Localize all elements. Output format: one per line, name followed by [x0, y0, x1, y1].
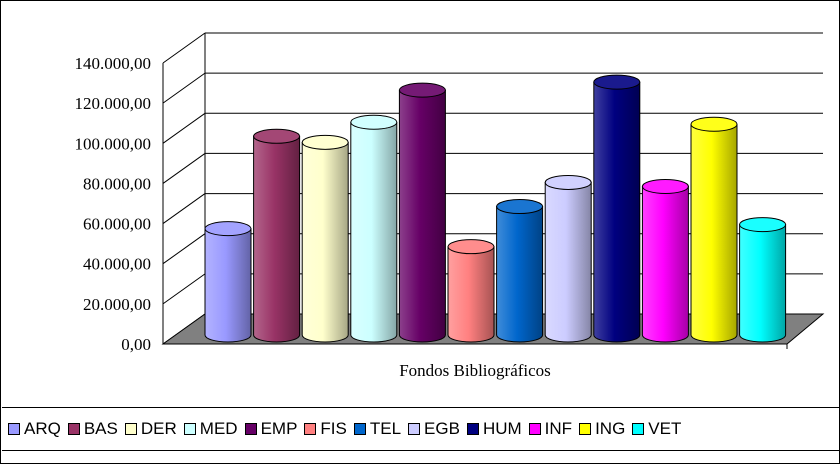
legend-swatch [304, 423, 317, 435]
legend-item-der: DER [124, 419, 177, 439]
bar-der [301, 141, 349, 343]
bar-vet [739, 224, 787, 343]
side-wall-line [162, 193, 206, 224]
y-tick-label: 100.000,00 [75, 134, 152, 153]
legend-swatch [244, 423, 257, 435]
side-wall-line [162, 273, 206, 305]
legend-label: HUM [482, 419, 522, 438]
legend-swatch [632, 423, 645, 435]
x-axis-label: Fondos Bibliográficos [399, 361, 551, 380]
bar-top-arq [204, 221, 252, 237]
legend-item-hum: HUM [466, 419, 522, 439]
bar-top-med [350, 114, 398, 130]
legend-item-tel: TEL [353, 419, 402, 439]
y-tick-label: 120.000,00 [75, 94, 152, 113]
legend-swatch [528, 423, 541, 435]
legend-item-fis: FIS [304, 419, 347, 439]
legend-item-ing: ING [579, 419, 625, 439]
legend-label: EMP [260, 419, 298, 438]
y-tick-label: 20.000,00 [83, 295, 151, 314]
side-wall-line [162, 112, 206, 144]
legend-item-egb: EGB [408, 419, 460, 439]
bar-tel [496, 206, 544, 343]
y-tick-label: 40.000,00 [83, 255, 151, 274]
bar-top-emp [398, 82, 446, 98]
bar-bas [253, 135, 301, 343]
legend-label: FIS [320, 419, 347, 438]
y-tick-label: 80.000,00 [83, 174, 151, 193]
legend-label: ING [595, 419, 626, 438]
legend-item-inf: INF [528, 419, 573, 439]
legend-item-arq: ARQ [8, 419, 61, 439]
legend-label: ARQ [24, 419, 61, 438]
chart-plot: 0,00 20.000,00 40.000,00 60.000,00 80.000,00… [75, 32, 825, 380]
legend-swatch [67, 423, 80, 435]
bar-egb [544, 181, 592, 343]
legend-label: TEL [369, 419, 402, 438]
legend-swatch [408, 423, 421, 435]
legend: ARQ BAS DER MED EMP FIS TEL EGB HUM INF ING VET [2, 407, 840, 451]
legend-swatch [8, 423, 20, 435]
bar-top-hum [593, 74, 641, 90]
legend-label: DER [140, 419, 177, 438]
bar-med [350, 121, 398, 343]
side-wall-line [162, 153, 206, 184]
legend-item-bas: BAS [67, 419, 118, 439]
side-wall-line [162, 233, 206, 265]
legend-swatch [183, 423, 196, 435]
bar-top-vet [739, 217, 787, 233]
legend-swatch [124, 423, 137, 435]
bar-ing [690, 123, 738, 343]
legend-label: VET [648, 419, 682, 438]
bar-arq [204, 228, 252, 343]
y-tick-label: 140.000,00 [75, 54, 152, 73]
legend-item-vet: VET [632, 419, 681, 439]
legend-label: BAS [83, 419, 118, 438]
legend-swatch [353, 423, 366, 435]
bar-inf [641, 185, 689, 343]
side-wall-line [162, 72, 206, 104]
legend-label: MED [199, 419, 238, 438]
legend-label: EGB [424, 419, 460, 438]
legend-item-med: MED [183, 419, 238, 439]
bar-top-inf [641, 178, 689, 194]
side-wall-line [162, 32, 206, 64]
bar-emp [398, 89, 446, 343]
legend-swatch [466, 423, 479, 435]
bar-fis [447, 246, 495, 343]
legend-swatch [579, 423, 592, 435]
bar-top-egb [544, 174, 592, 190]
legend-item-emp: EMP [244, 419, 298, 439]
bar-top-der [301, 134, 349, 150]
legend-label: INF [544, 419, 573, 438]
bar-top-ing [690, 116, 738, 132]
bar-hum [593, 81, 641, 343]
bar-top-tel [496, 199, 544, 215]
y-tick-label: 0,00 [121, 335, 151, 354]
y-tick-label: 60.000,00 [83, 215, 151, 234]
bar-top-bas [253, 128, 301, 144]
bar-top-fis [447, 239, 495, 255]
